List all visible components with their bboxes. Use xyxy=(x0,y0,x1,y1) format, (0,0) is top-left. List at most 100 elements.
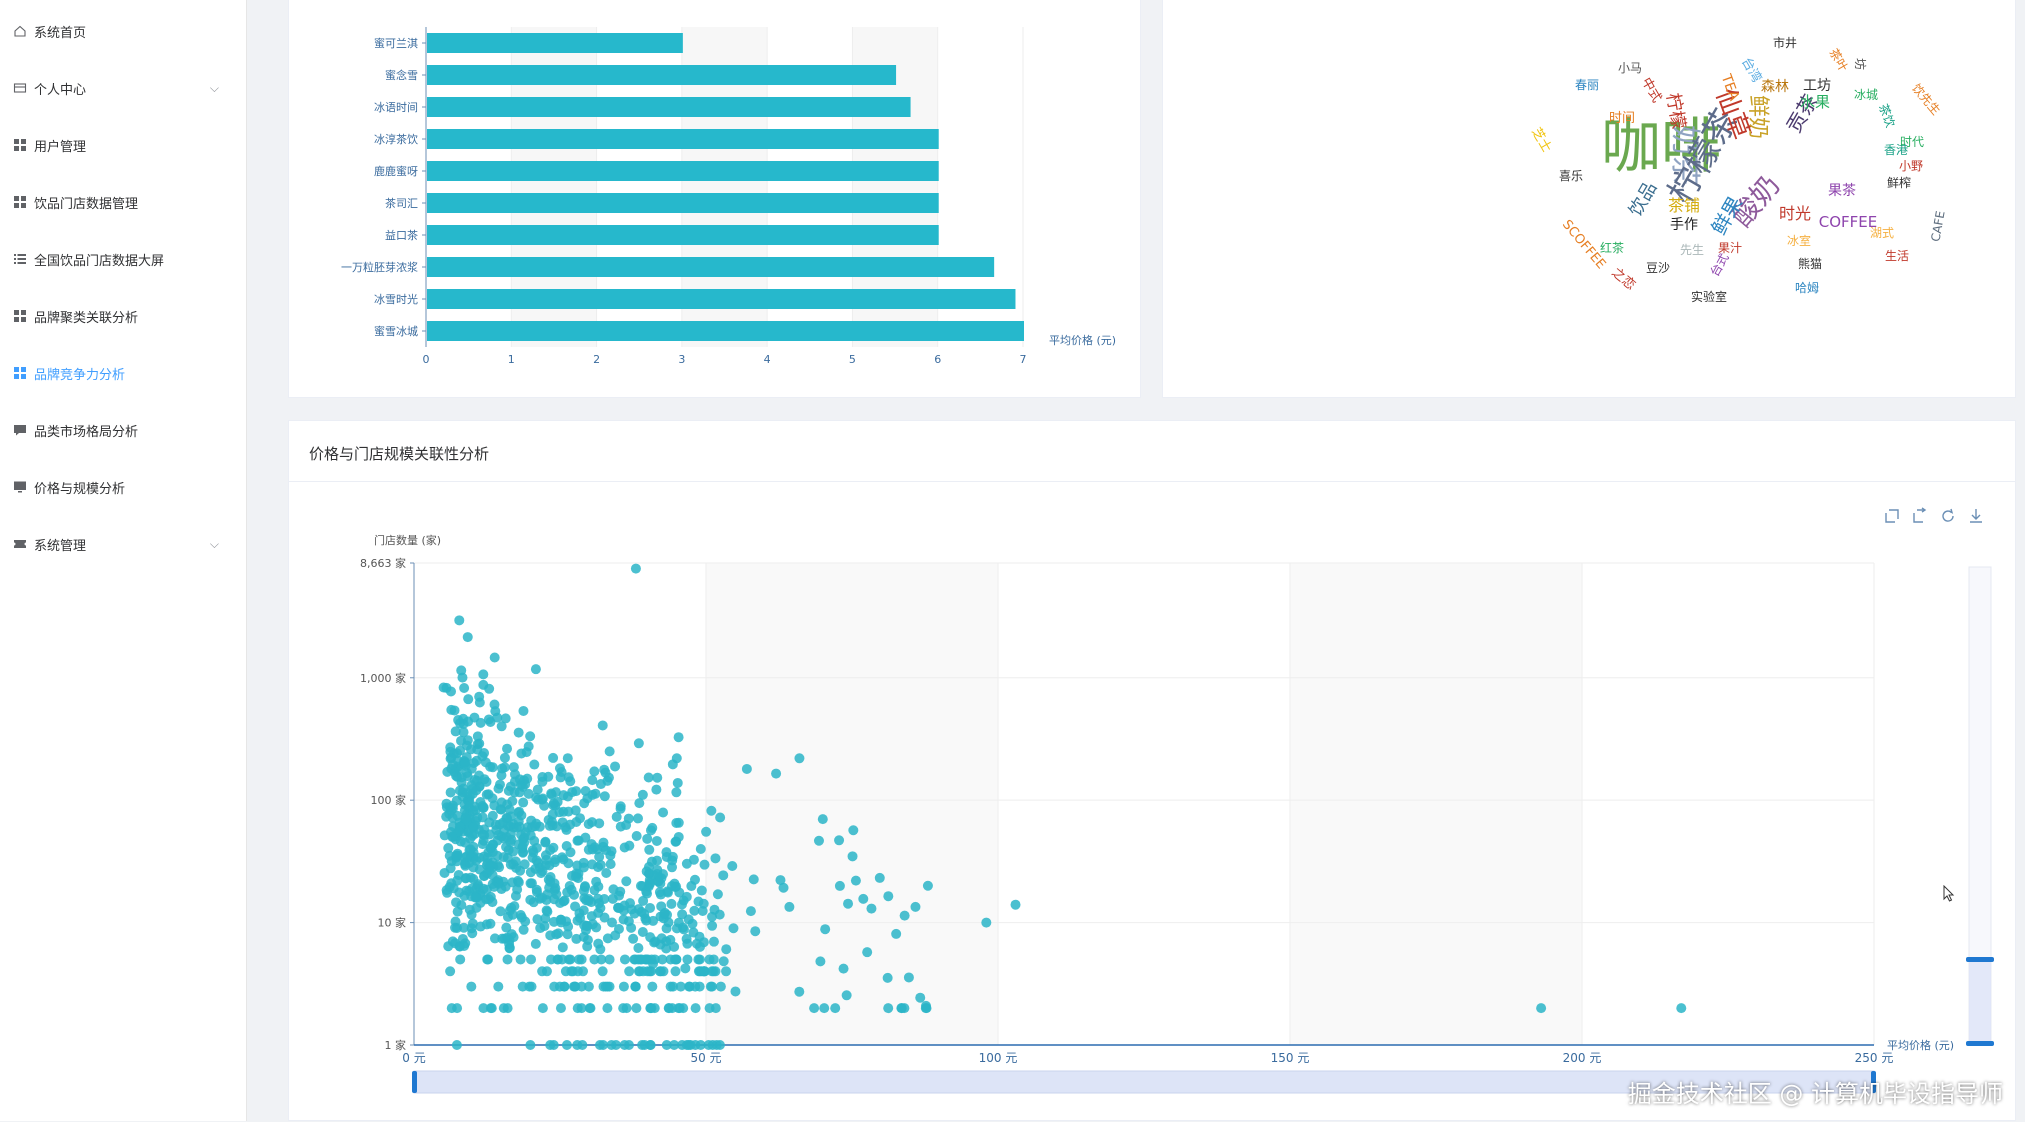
scatter-point[interactable] xyxy=(682,859,692,869)
scatter-point[interactable] xyxy=(590,885,600,895)
scatter-point[interactable] xyxy=(701,827,711,837)
scatter-point[interactable] xyxy=(631,1003,641,1013)
scatter-point[interactable] xyxy=(548,809,558,819)
scatter-point[interactable] xyxy=(620,843,630,853)
scatter-point[interactable] xyxy=(704,954,714,964)
sidebar-item-7[interactable]: 品类市场格局分析 xyxy=(12,410,237,450)
scatter-point[interactable] xyxy=(538,1003,548,1013)
scatter-point[interactable] xyxy=(483,954,493,964)
scatter-point[interactable] xyxy=(910,902,920,912)
x-zoom-handle-left[interactable] xyxy=(412,1071,417,1093)
scatter-point[interactable] xyxy=(457,772,467,782)
scatter-point[interactable] xyxy=(562,825,572,835)
scatter-point[interactable] xyxy=(505,943,515,953)
scatter-point[interactable] xyxy=(606,859,616,869)
scatter-point[interactable] xyxy=(771,769,781,779)
cloud-word[interactable]: 红茶 xyxy=(1600,240,1624,255)
scatter-point[interactable] xyxy=(697,886,707,896)
scatter-point[interactable] xyxy=(577,954,587,964)
scatter-point[interactable] xyxy=(460,861,470,871)
scatter-point[interactable] xyxy=(715,813,725,823)
scatter-point[interactable] xyxy=(545,930,555,940)
scatter-point[interactable] xyxy=(875,873,885,883)
sidebar-item-3[interactable]: 饮品门店数据管理 xyxy=(12,182,237,222)
scatter-point[interactable] xyxy=(883,973,893,983)
bar[interactable] xyxy=(427,257,994,277)
scatter-point[interactable] xyxy=(891,929,901,939)
sidebar-item-2[interactable]: 用户管理 xyxy=(12,125,237,165)
scatter-point[interactable] xyxy=(819,1003,829,1013)
scatter-point[interactable] xyxy=(531,664,541,674)
scatter-point[interactable] xyxy=(883,1003,893,1013)
scatter-point[interactable] xyxy=(843,899,853,909)
scatter-point[interactable] xyxy=(660,908,670,918)
scatter-point[interactable] xyxy=(520,859,530,869)
scatter-point[interactable] xyxy=(652,856,662,866)
scatter-point[interactable] xyxy=(648,959,658,969)
scatter-point[interactable] xyxy=(503,954,513,964)
scatter-point[interactable] xyxy=(578,966,588,976)
cloud-word[interactable]: 春丽 xyxy=(1575,78,1599,92)
scatter-point[interactable] xyxy=(621,820,631,830)
scatter-point[interactable] xyxy=(524,741,534,751)
scatter-point[interactable] xyxy=(848,851,858,861)
scatter-point[interactable] xyxy=(809,1003,819,1013)
scatter-point[interactable] xyxy=(677,900,687,910)
scatter-point[interactable] xyxy=(519,925,529,935)
cloud-word[interactable]: 之恋 xyxy=(1608,264,1638,293)
sidebar-item-6[interactable]: 品牌竞争力分析 xyxy=(12,353,237,393)
bar[interactable] xyxy=(427,129,939,149)
bar[interactable] xyxy=(427,161,939,181)
scatter-point[interactable] xyxy=(488,839,498,849)
scatter-point[interactable] xyxy=(545,821,555,831)
scatter-point[interactable] xyxy=(458,784,468,794)
scatter-point[interactable] xyxy=(452,923,462,933)
scatter-point[interactable] xyxy=(518,798,528,808)
scatter-point[interactable] xyxy=(500,753,510,763)
bar[interactable] xyxy=(427,33,683,53)
scatter-point[interactable] xyxy=(713,889,723,899)
y-zoom-handle-top[interactable] xyxy=(1966,957,1994,962)
scatter-point[interactable] xyxy=(468,822,478,832)
scatter-point[interactable] xyxy=(542,907,552,917)
scatter-point[interactable] xyxy=(490,652,500,662)
scatter-point[interactable] xyxy=(1011,900,1021,910)
scatter-point[interactable] xyxy=(900,911,910,921)
scatter-point[interactable] xyxy=(848,825,858,835)
scatter-point[interactable] xyxy=(670,954,680,964)
scatter-point[interactable] xyxy=(440,830,450,840)
scatter-point[interactable] xyxy=(598,966,608,976)
scatter-point[interactable] xyxy=(497,764,507,774)
cloud-word[interactable]: 小马 xyxy=(1618,61,1642,75)
scatter-point[interactable] xyxy=(600,768,610,778)
scatter-point[interactable] xyxy=(484,894,494,904)
scatter-point[interactable] xyxy=(526,954,536,964)
scatter-point[interactable] xyxy=(594,898,604,908)
scatter-point[interactable] xyxy=(502,832,512,842)
scatter-point[interactable] xyxy=(775,875,785,885)
scatter-point[interactable] xyxy=(563,753,573,763)
scatter-point[interactable] xyxy=(582,921,592,931)
scatter-point[interactable] xyxy=(634,966,644,976)
scatter-point[interactable] xyxy=(563,807,573,817)
scatter-point[interactable] xyxy=(667,862,677,872)
scatter-point[interactable] xyxy=(1536,1003,1546,1013)
scatter-point[interactable] xyxy=(525,731,535,741)
scatter-point[interactable] xyxy=(587,859,597,869)
scatter-point[interactable] xyxy=(466,982,476,992)
sidebar-item-5[interactable]: 品牌聚类关联分析 xyxy=(12,296,237,336)
scatter-point[interactable] xyxy=(482,919,492,929)
cloud-word[interactable]: 茶叶 xyxy=(1826,46,1851,74)
cloud-word[interactable]: 茶饮 xyxy=(1876,102,1898,130)
cloud-word[interactable]: 鲜榨 xyxy=(1887,175,1911,190)
scatter-point[interactable] xyxy=(981,918,991,928)
scatter-point[interactable] xyxy=(537,893,547,903)
cloud-word[interactable]: 小野 xyxy=(1899,159,1923,173)
scatter-point[interactable] xyxy=(656,966,666,976)
scatter-point[interactable] xyxy=(674,918,684,928)
scatter-point[interactable] xyxy=(562,887,572,897)
cloud-word[interactable]: 果茶 xyxy=(1828,183,1856,199)
scatter-point[interactable] xyxy=(571,786,581,796)
scatter-point[interactable] xyxy=(677,1040,687,1050)
scatter-point[interactable] xyxy=(548,843,558,853)
